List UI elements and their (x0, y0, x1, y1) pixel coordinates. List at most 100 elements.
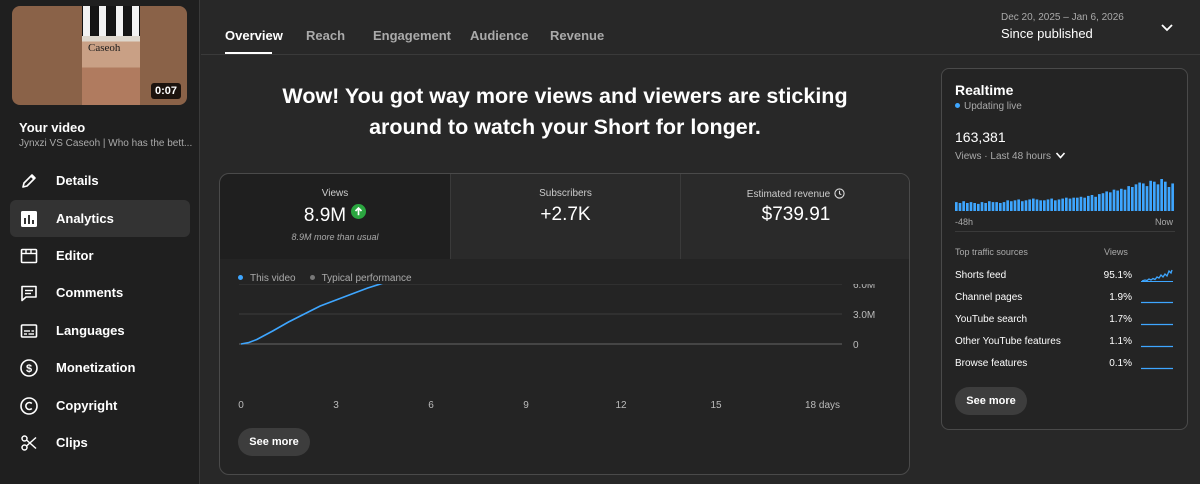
chart-grid (239, 284, 842, 345)
realtime-range-dropdown[interactable]: Views · Last 48 hours (955, 151, 1066, 162)
realtime-bar (1087, 195, 1090, 211)
realtime-bar (1171, 183, 1174, 211)
realtime-bar (955, 202, 958, 211)
metric-revenue[interactable]: Estimated revenue $739.91 (680, 174, 909, 259)
realtime-bar (991, 202, 995, 211)
see-more-button[interactable]: See more (238, 428, 310, 456)
sidebar-item-clips[interactable]: Clips (10, 424, 190, 461)
sidebar-item-label: Comments (56, 285, 124, 300)
realtime-bar (977, 203, 980, 211)
legend-label: Typical performance (321, 273, 412, 284)
realtime-bar (980, 202, 984, 211)
realtime-bar (969, 202, 973, 211)
sidebar-item-label: Copyright (56, 398, 118, 413)
sidebar-item-monetization[interactable]: $ Monetization (10, 349, 190, 386)
realtime-bar (1002, 202, 1006, 211)
traffic-source-row[interactable]: Browse features 0.1% (955, 356, 1175, 374)
analytics-icon (19, 209, 39, 229)
realtime-card: Realtime Updating live 163,381 Views · L… (941, 68, 1188, 430)
traffic-source-row[interactable]: Channel pages 1.9% (955, 290, 1175, 308)
tab-audience[interactable]: Audience (470, 28, 529, 43)
realtime-bar (1028, 199, 1031, 211)
chevron-down-icon[interactable] (1159, 21, 1175, 35)
realtime-bar (1098, 194, 1101, 211)
metric-views[interactable]: Views 8.9M 8.9M more than usual (220, 174, 450, 259)
video-thumbnail[interactable]: Caseoh 0:07 (12, 6, 187, 105)
realtime-bar (1145, 186, 1149, 211)
pencil-icon (19, 171, 39, 191)
series-line-this-video (240, 284, 383, 345)
realtime-bar (1010, 201, 1013, 211)
y-tick-label: 0 (853, 340, 859, 351)
realtime-bar (1123, 189, 1127, 211)
source-sparkline (1141, 345, 1173, 348)
source-percent: 0.1% (1109, 358, 1132, 369)
tab-reach[interactable]: Reach (306, 28, 346, 43)
traffic-source-row[interactable]: YouTube search 1.7% (955, 312, 1175, 330)
realtime-title: Realtime (955, 82, 1014, 98)
metric-label: Estimated revenue (746, 189, 831, 200)
sidebar-item-copyright[interactable]: Copyright (10, 387, 190, 424)
sidebar-item-analytics[interactable]: Analytics (10, 200, 190, 237)
x-tick-label: 12 (615, 400, 627, 411)
scissors-icon (19, 433, 39, 453)
realtime-bar (1017, 199, 1020, 211)
date-range-label[interactable]: Since published (1001, 26, 1093, 41)
realtime-bar-chart (955, 179, 1174, 211)
source-name: Shorts feed (955, 270, 1007, 281)
metric-label: Views (321, 188, 349, 199)
video-duration: 0:07 (150, 83, 181, 99)
sidebar-item-label: Editor (56, 248, 94, 263)
sidebar-item-details[interactable]: Details (10, 162, 190, 199)
realtime-bar (1013, 200, 1017, 211)
sources-header: Top traffic sources (955, 247, 1028, 257)
sidebar-item-languages[interactable]: Languages (10, 312, 190, 349)
tab-revenue[interactable]: Revenue (550, 28, 605, 43)
metric-value: 8.9M (303, 205, 347, 226)
realtime-bar (1112, 189, 1116, 211)
realtime-axis-start: -48h (955, 217, 974, 227)
realtime-count: 163,381 (955, 129, 1006, 145)
realtime-bar (973, 203, 976, 211)
sidebar-item-editor[interactable]: Editor (10, 237, 190, 274)
realtime-bar (1024, 200, 1028, 211)
realtime-bar (1109, 192, 1112, 211)
realtime-bar (1076, 197, 1079, 211)
source-sparkline (1141, 323, 1173, 326)
headline: Wow! You got way more views and viewers … (282, 84, 848, 139)
realtime-bar (1079, 196, 1083, 211)
x-tick-label: 0 (238, 400, 244, 411)
sidebar-item-label: Languages (56, 323, 125, 338)
realtime-bar (1061, 198, 1064, 211)
metric-value: $739.91 (761, 204, 831, 225)
live-dot-icon (955, 103, 960, 108)
metric-subscribers[interactable]: Subscribers +2.7K (450, 174, 680, 259)
header-divider (201, 54, 1200, 55)
realtime-see-more-button[interactable]: See more (955, 387, 1027, 415)
sidebar-item-label: Analytics (56, 211, 114, 226)
traffic-source-row[interactable]: Shorts feed 95.1% (955, 268, 1175, 286)
metric-label: Subscribers (539, 188, 592, 199)
sidebar-item-label: Monetization (56, 360, 136, 375)
tab-overview[interactable]: Overview (225, 28, 283, 43)
date-range-text[interactable]: Dec 20, 2025 – Jan 6, 2026 (1001, 12, 1124, 23)
sidebar-item-comments[interactable]: Comments (10, 274, 190, 311)
film-icon (19, 246, 39, 266)
realtime-bar (988, 201, 991, 211)
piano-keys-graphic (82, 6, 140, 36)
source-percent: 1.1% (1109, 336, 1132, 347)
realtime-bar (1046, 199, 1050, 211)
svg-text:$: $ (26, 363, 32, 375)
source-sparkline (1141, 367, 1173, 370)
realtime-bar (1131, 187, 1134, 211)
realtime-bar (1072, 197, 1075, 211)
tab-engagement[interactable]: Engagement (373, 28, 452, 43)
realtime-bar (1057, 199, 1061, 211)
traffic-source-row[interactable]: Other YouTube features 1.1% (955, 334, 1175, 352)
realtime-bar (962, 201, 965, 211)
realtime-bar (1032, 198, 1035, 211)
source-name: YouTube search (955, 314, 1028, 325)
metric-value-row: 8.9M (220, 204, 450, 227)
clock-icon (834, 188, 845, 199)
